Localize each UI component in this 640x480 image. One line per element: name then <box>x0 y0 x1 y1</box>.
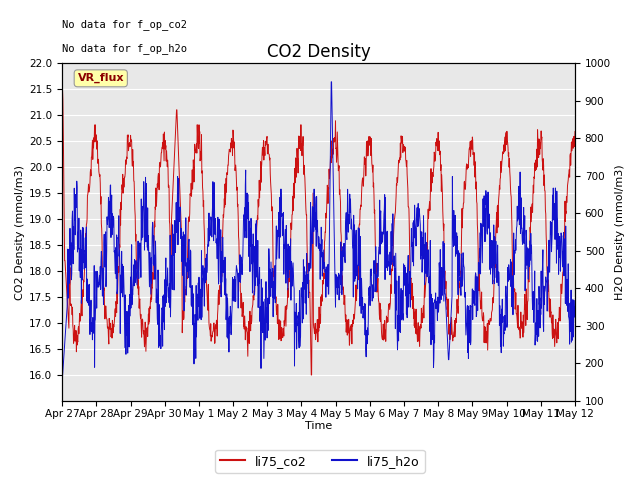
Y-axis label: H2O Density (mmol/m3): H2O Density (mmol/m3) <box>615 164 625 300</box>
Text: No data for f_op_h2o: No data for f_op_h2o <box>62 43 187 54</box>
Legend: li75_co2, li75_h2o: li75_co2, li75_h2o <box>215 450 425 473</box>
Text: No data for f_op_co2: No data for f_op_co2 <box>62 19 187 30</box>
X-axis label: Time: Time <box>305 421 332 432</box>
Y-axis label: CO2 Density (mmol/m3): CO2 Density (mmol/m3) <box>15 165 25 300</box>
Title: CO2 Density: CO2 Density <box>267 44 371 61</box>
Text: VR_flux: VR_flux <box>77 73 124 84</box>
